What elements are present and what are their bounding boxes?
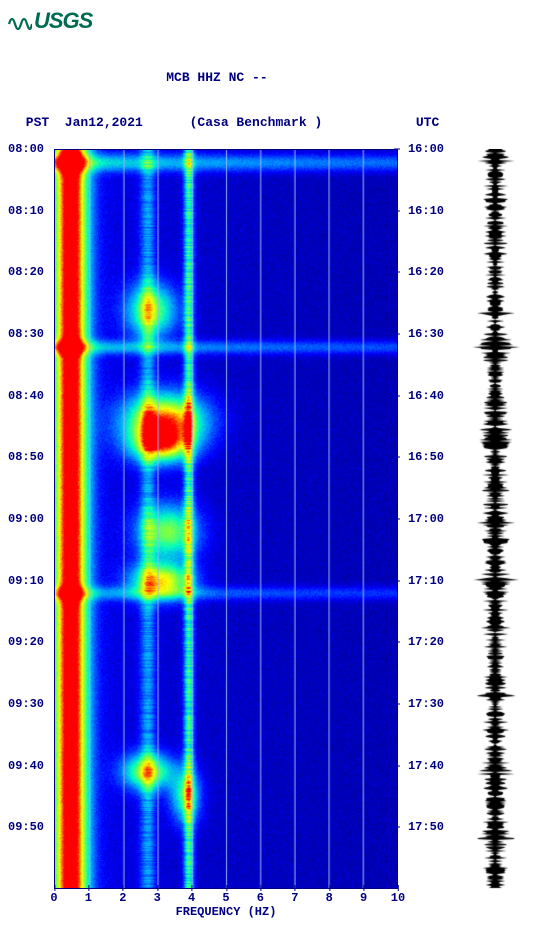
x-tick: 3 xyxy=(154,891,161,905)
y-right-tick: 16:30 xyxy=(400,327,444,341)
usgs-logo-text: USGS xyxy=(34,8,92,34)
y-left-tick: 09:00 xyxy=(8,512,50,526)
x-tick: 2 xyxy=(119,891,126,905)
y-right-tick: 17:20 xyxy=(400,635,444,649)
x-tick: 4 xyxy=(188,891,195,905)
y-right-tick: 17:50 xyxy=(400,820,444,834)
date-line: PST Jan12,2021 (Casa Benchmark ) UTC xyxy=(18,115,544,130)
x-axis-frequency: FREQUENCY (HZ) 012345678910 xyxy=(54,891,398,921)
x-tick: 9 xyxy=(360,891,367,905)
y-right-tick: 17:40 xyxy=(400,759,444,773)
y-right-tick: 17:30 xyxy=(400,697,444,711)
waveform-canvas xyxy=(452,149,538,889)
y-left-tick: 09:10 xyxy=(8,574,50,588)
y-right-tick: 16:40 xyxy=(400,389,444,403)
y-right-tick: 17:00 xyxy=(400,512,444,526)
x-tick: 5 xyxy=(222,891,229,905)
y-right-tick: 16:00 xyxy=(400,142,444,156)
plot-area: 08:0008:1008:2008:3008:4008:5009:0009:10… xyxy=(8,149,544,929)
y-left-tick: 08:50 xyxy=(8,450,50,464)
y-left-tick: 08:10 xyxy=(8,204,50,218)
x-tick: 10 xyxy=(391,891,405,905)
x-tick: 8 xyxy=(326,891,333,905)
y-right-tick: 17:10 xyxy=(400,574,444,588)
y-right-tick: 16:20 xyxy=(400,265,444,279)
usgs-logo: USGS xyxy=(8,8,544,34)
plot-header: MCB HHZ NC -- PST Jan12,2021 (Casa Bench… xyxy=(18,40,544,145)
x-tick: 7 xyxy=(291,891,298,905)
x-axis-label: FREQUENCY (HZ) xyxy=(54,905,398,919)
y-left-tick: 09:40 xyxy=(8,759,50,773)
x-tick: 6 xyxy=(257,891,264,905)
y-right-tick: 16:10 xyxy=(400,204,444,218)
y-right-tick: 16:50 xyxy=(400,450,444,464)
y-left-tick: 09:20 xyxy=(8,635,50,649)
spectrogram-panel xyxy=(54,149,398,889)
x-tick: 0 xyxy=(50,891,57,905)
spectrogram-canvas xyxy=(55,150,397,888)
x-tick: 1 xyxy=(85,891,92,905)
station-line: MCB HHZ NC -- xyxy=(18,70,544,85)
y-left-tick: 09:50 xyxy=(8,820,50,834)
y-left-tick: 08:20 xyxy=(8,265,50,279)
y-left-tick: 08:00 xyxy=(8,142,50,156)
y-left-tick: 09:30 xyxy=(8,697,50,711)
y-left-tick: 08:40 xyxy=(8,389,50,403)
waveform-panel xyxy=(452,149,538,889)
y-left-tick: 08:30 xyxy=(8,327,50,341)
usgs-wave-icon xyxy=(8,12,32,30)
